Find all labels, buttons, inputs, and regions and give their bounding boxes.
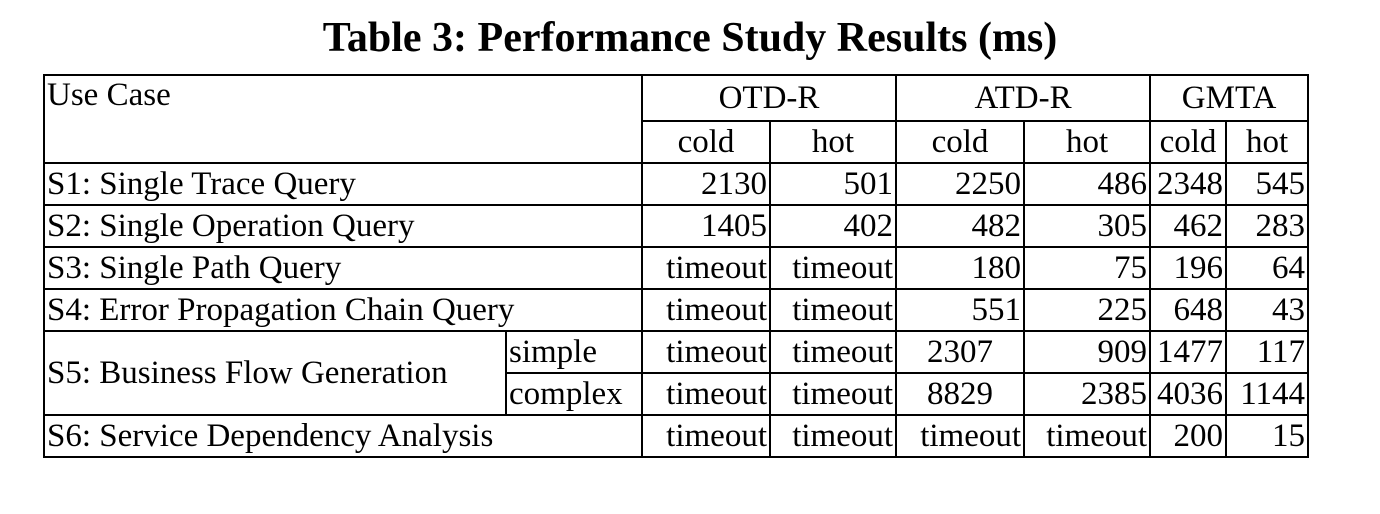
cell-otd-cold: 1405 — [641, 204, 771, 248]
results-table: Use Case OTD-R ATD-R GMTA cold hot cold … — [43, 74, 1310, 458]
cell-gmta-cold: 196 — [1149, 246, 1228, 290]
table-row: S4: Error Propagation Chain Query timeou… — [43, 288, 1310, 332]
cell-otd-cold: timeout — [641, 288, 771, 332]
cell-otd-hot: timeout — [768, 330, 898, 374]
cell-atd-hot: timeout — [1023, 414, 1152, 458]
header-sub-gmta-hot: hot — [1225, 120, 1310, 164]
row-label: S2: Single Operation Query — [43, 204, 643, 248]
cell-atd-cold: 551 — [895, 288, 1026, 332]
cell-otd-hot: 402 — [768, 204, 898, 248]
cell-gmta-hot: 64 — [1225, 246, 1310, 290]
table-row: S3: Single Path Query timeout timeout 18… — [43, 246, 1310, 290]
row-label: S6: Service Dependency Analysis — [43, 414, 643, 458]
cell-atd-cold: 8829 — [895, 372, 1026, 416]
cell-atd-cold: 2250 — [895, 162, 1026, 206]
cell-gmta-cold: 200 — [1149, 414, 1228, 458]
cell-gmta-hot: 117 — [1225, 330, 1310, 374]
cell-gmta-cold: 4036 — [1149, 372, 1228, 416]
cell-otd-cold: timeout — [641, 330, 771, 374]
cell-gmta-cold: 2348 — [1149, 162, 1228, 206]
cell-atd-hot: 225 — [1023, 288, 1152, 332]
cell-gmta-hot: 1144 — [1225, 372, 1310, 416]
row-label: S1: Single Trace Query — [43, 162, 643, 206]
header-sub-gmta-cold: cold — [1149, 120, 1228, 164]
cell-gmta-hot: 43 — [1225, 288, 1310, 332]
cell-atd-hot: 2385 — [1023, 372, 1152, 416]
header-group-atd-r: ATD-R — [895, 74, 1152, 122]
cell-atd-cold: 482 — [895, 204, 1026, 248]
cell-atd-hot: 909 — [1023, 330, 1152, 374]
cell-atd-hot: 75 — [1023, 246, 1152, 290]
cell-otd-hot: timeout — [768, 414, 898, 458]
table-row: S5: Business Flow Generation simple time… — [43, 330, 1310, 416]
cell-gmta-hot: 15 — [1225, 414, 1310, 458]
table-row: S1: Single Trace Query 2130 501 2250 486… — [43, 162, 1310, 206]
cell-gmta-cold: 648 — [1149, 288, 1228, 332]
cell-otd-cold: timeout — [641, 372, 771, 416]
header-group-gmta: GMTA — [1149, 74, 1310, 122]
row-sublabel: simple — [505, 330, 643, 374]
header-row-sub: cold hot cold hot cold hot — [44, 120, 1310, 164]
cell-atd-cold: 2307 — [895, 330, 1026, 374]
cell-otd-hot: timeout — [768, 288, 898, 332]
row-label: S5: Business Flow Generation — [43, 330, 507, 416]
cell-atd-cold: timeout — [895, 414, 1026, 458]
table-row: complex timeout timeout 8829 2385 4036 1… — [44, 372, 1310, 416]
cell-gmta-cold: 462 — [1149, 204, 1228, 248]
cell-atd-cold: 180 — [895, 246, 1026, 290]
cell-atd-hot: 486 — [1023, 162, 1152, 206]
row-sublabel: complex — [505, 372, 643, 416]
row-label: S4: Error Propagation Chain Query — [43, 288, 643, 332]
cell-gmta-cold: 1477 — [1149, 330, 1228, 374]
table-row: S2: Single Operation Query 1405 402 482 … — [43, 204, 1310, 248]
header-sub-otd-hot: hot — [768, 120, 898, 164]
cell-otd-hot: 501 — [768, 162, 898, 206]
table-row: S6: Service Dependency Analysis timeout … — [43, 414, 1310, 458]
header-sub-otd-cold: cold — [641, 120, 771, 164]
header-group-otd-r: OTD-R — [640, 74, 898, 122]
header-sub-atd-cold: cold — [895, 120, 1026, 164]
cell-otd-hot: timeout — [768, 246, 898, 290]
cell-atd-hot: 305 — [1023, 204, 1152, 248]
header-row-groups: Use Case OTD-R ATD-R GMTA — [43, 74, 1310, 164]
row-label: S3: Single Path Query — [43, 246, 643, 290]
header-use-case: Use Case — [43, 74, 643, 164]
cell-otd-hot: timeout — [768, 372, 898, 416]
cell-otd-cold: 2130 — [641, 162, 771, 206]
cell-gmta-hot: 545 — [1225, 162, 1310, 206]
cell-otd-cold: timeout — [641, 414, 771, 458]
table-caption: Table 3: Performance Study Results (ms) — [322, 15, 1058, 61]
header-sub-atd-hot: hot — [1023, 120, 1152, 164]
cell-otd-cold: timeout — [641, 246, 771, 290]
cell-gmta-hot: 283 — [1225, 204, 1310, 248]
